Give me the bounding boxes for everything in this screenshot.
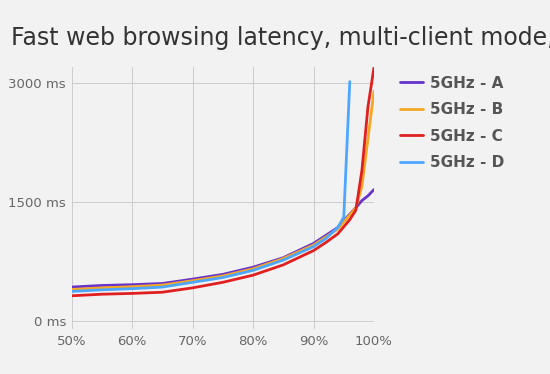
5GHz - C (68, 294, 75, 298)
5GHz - B (280, 256, 287, 261)
5GHz - D (98, 288, 105, 292)
5GHz - B (310, 243, 317, 247)
Line: 5GHz - D: 5GHz - D (72, 82, 350, 291)
5GHz - D (334, 225, 341, 230)
5GHz - C (98, 292, 105, 297)
5GHz - A (98, 283, 105, 288)
5GHz - C (371, 65, 377, 70)
5GHz - B (346, 213, 353, 217)
5GHz - C (322, 240, 329, 245)
5GHz - A (365, 194, 371, 198)
5GHz - C (365, 105, 371, 109)
5GHz - C (359, 168, 365, 173)
5GHz - B (98, 286, 105, 290)
5GHz - D (346, 79, 353, 84)
5GHz - B (334, 227, 341, 232)
5GHz - A (280, 255, 287, 260)
5GHz - A (189, 277, 196, 281)
5GHz - A (322, 233, 329, 238)
5GHz - D (322, 236, 329, 241)
5GHz - B (68, 287, 75, 292)
5GHz - A (310, 241, 317, 246)
5GHz - D (310, 244, 317, 249)
5GHz - C (353, 208, 359, 212)
5GHz - B (359, 184, 365, 188)
5GHz - D (189, 280, 196, 285)
5GHz - D (129, 286, 135, 291)
5GHz - A (359, 198, 365, 203)
5GHz - B (322, 235, 329, 239)
5GHz - B (365, 137, 371, 141)
5GHz - D (280, 258, 287, 262)
Legend: 5GHz - A, 5GHz - B, 5GHz - C, 5GHz - D: 5GHz - A, 5GHz - B, 5GHz - C, 5GHz - D (394, 70, 511, 176)
5GHz - A (219, 272, 226, 277)
5GHz - B (371, 89, 377, 94)
5GHz - D (250, 268, 256, 273)
Text: Fast web browsing latency, multi-client mode, 5: Fast web browsing latency, multi-client … (11, 26, 550, 50)
5GHz - A (334, 225, 341, 230)
5GHz - C (219, 280, 226, 285)
5GHz - D (340, 215, 347, 220)
5GHz - B (129, 285, 135, 289)
5GHz - B (250, 267, 256, 271)
5GHz - A (129, 282, 135, 287)
5GHz - D (68, 289, 75, 294)
5GHz - D (159, 285, 166, 289)
5GHz - B (219, 274, 226, 278)
5GHz - C (129, 291, 135, 296)
5GHz - C (280, 263, 287, 267)
5GHz - C (250, 273, 256, 278)
5GHz - A (346, 212, 353, 216)
5GHz - B (353, 205, 359, 210)
5GHz - C (189, 286, 196, 290)
5GHz - B (189, 279, 196, 283)
Line: 5GHz - A: 5GHz - A (72, 190, 374, 287)
5GHz - A (371, 187, 377, 192)
5GHz - A (68, 285, 75, 289)
5GHz - B (159, 283, 166, 287)
5GHz - C (310, 248, 317, 253)
Line: 5GHz - C: 5GHz - C (72, 67, 374, 296)
5GHz - A (159, 281, 166, 286)
5GHz - D (219, 275, 226, 280)
5GHz - C (159, 290, 166, 294)
5GHz - C (334, 232, 341, 236)
5GHz - A (250, 265, 256, 270)
5GHz - A (353, 205, 359, 210)
Line: 5GHz - B: 5GHz - B (72, 91, 374, 289)
5GHz - C (346, 217, 353, 222)
